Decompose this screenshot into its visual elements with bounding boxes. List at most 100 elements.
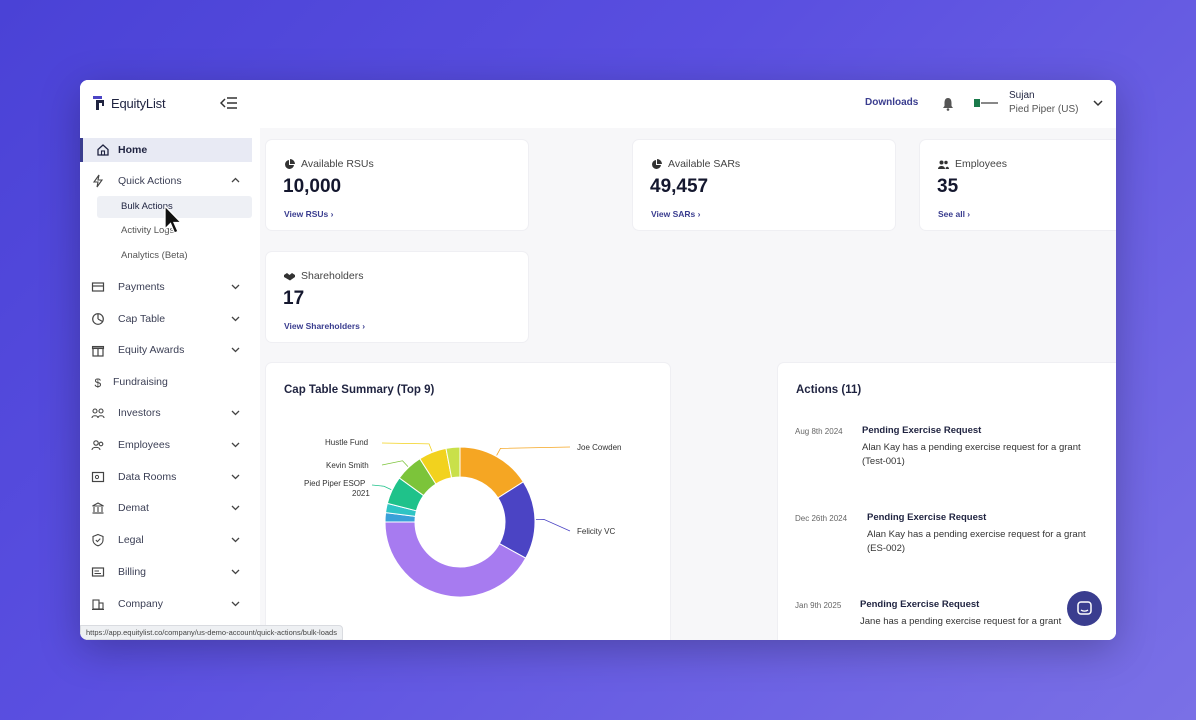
sidebar-item-fundraising[interactable]: $ Fundraising: [80, 370, 252, 394]
cap-table-donut-chart: [371, 442, 571, 598]
donut-slice[interactable]: [384, 521, 527, 598]
payments-icon: [91, 282, 105, 292]
app-window: EquityList Downloads Sujan Pied Piper (U…: [80, 80, 1116, 640]
cap-table-summary-card: Cap Table Summary (Top 9) Hustle Fund Ke…: [266, 363, 670, 640]
pie-label-hustle-fund: Hustle Fund: [325, 438, 369, 447]
pie-label-felicity-vc: Felicity VC: [577, 527, 616, 536]
equitylist-logo-icon: [93, 96, 104, 110]
sidebar-subitem-label: Bulk Actions: [121, 201, 173, 212]
view-shareholders-link[interactable]: View Shareholders ›: [284, 321, 366, 331]
sidebar-item-company[interactable]: Company: [80, 592, 252, 616]
bank-icon: [92, 502, 104, 514]
pie-label-pied-piper-esop-year: 2021: [352, 489, 370, 498]
chevron-down-icon: [231, 537, 240, 543]
donut-leader-line: [371, 484, 392, 491]
bell-icon[interactable]: [942, 97, 954, 111]
user-company: Pied Piper (US): [1009, 104, 1079, 115]
sidebar-item-label: Equity Awards: [118, 344, 185, 356]
sidebar-item-label: Cap Table: [118, 313, 166, 325]
mouse-cursor-icon: [164, 205, 183, 234]
action-description: Jane has a pending exercise request for …: [860, 616, 1062, 627]
sidebar-item-payments[interactable]: Payments: [80, 275, 252, 299]
stat-value: 49,457: [650, 176, 709, 197]
app-name: EquityList: [111, 95, 166, 111]
chevron-down-icon: [231, 569, 240, 575]
sidebar-subitem-label: Analytics (Beta): [121, 250, 188, 261]
main-content: Available RSUs 10,000 View RSUs › Availa…: [260, 128, 1116, 640]
sidebar-item-label: Billing: [118, 566, 147, 578]
chevron-down-icon: [231, 284, 240, 290]
chevron-up-icon: [231, 177, 240, 183]
sidebar-item-cap-table[interactable]: Cap Table: [80, 307, 252, 331]
sidebar-item-label: Company: [118, 598, 163, 610]
action-title: Pending Exercise Request: [867, 512, 987, 523]
shield-icon: [92, 533, 104, 547]
stat-card-shareholders: Shareholders 17 View Shareholders ›: [266, 252, 528, 342]
billing-icon: [91, 567, 105, 577]
pie-label-kevin-smith: Kevin Smith: [326, 461, 369, 470]
sidebar-subitem-label: Activity Logs: [121, 225, 175, 236]
user-menu[interactable]: Sujan Pied Piper (US): [1009, 90, 1078, 115]
pie-icon: [92, 313, 104, 325]
donut-leader-line: [381, 442, 433, 452]
sidebar-subitem-bulk-actions[interactable]: Bulk Actions: [97, 196, 252, 218]
chevron-down-icon: [231, 316, 240, 322]
see-all-employees-link[interactable]: See all ›: [938, 209, 971, 219]
action-description: Alan Kay has a pending exercise request …: [862, 442, 1081, 467]
sidebar-item-demat[interactable]: Demat: [80, 496, 252, 520]
view-sars-link[interactable]: View SARs ›: [651, 209, 701, 219]
stat-title: Available RSUs: [301, 158, 374, 170]
stat-card-sars: Available SARs 49,457 View SARs ›: [633, 140, 895, 230]
action-description: Alan Kay has a pending exercise request …: [867, 529, 1086, 554]
action-date: Aug 8th 2024: [795, 427, 843, 436]
sidebar-item-home[interactable]: Home: [80, 138, 252, 162]
status-bar-url: https://app.equitylist.co/company/us-dem…: [80, 625, 343, 640]
users-icon: [938, 160, 949, 169]
user-name: Sujan: [1009, 90, 1035, 101]
sidebar-item-investors[interactable]: Investors: [80, 401, 252, 425]
sidebar-item-data-rooms[interactable]: Data Rooms: [80, 465, 252, 489]
actions-card: Actions (11) Aug 8th 2024 Pending Exerci…: [778, 363, 1116, 640]
chevron-down-icon: [231, 347, 240, 353]
sidebar-item-label: Employees: [118, 439, 170, 451]
pie-chart-icon: [285, 158, 295, 169]
action-date: Jan 9th 2025: [795, 601, 842, 610]
employees-icon: [91, 440, 104, 451]
sidebar-item-equity-awards[interactable]: Equity Awards: [80, 338, 252, 362]
dollar-icon: $: [95, 376, 102, 389]
sidebar-item-billing[interactable]: Billing: [80, 560, 252, 584]
handshake-icon: [284, 272, 295, 280]
actions-title: Actions (11): [796, 384, 862, 396]
stat-value: 35: [937, 176, 959, 197]
investors-icon: [91, 408, 105, 419]
sidebar-item-label: Demat: [118, 502, 149, 514]
view-rsus-link[interactable]: View RSUs ›: [284, 209, 334, 219]
chevron-down-icon: [231, 505, 240, 511]
sidebar-item-label: Payments: [118, 281, 165, 293]
sidebar-item-label: Fundraising: [113, 376, 168, 388]
chat-icon: [1077, 601, 1092, 615]
pie-label-pied-piper-esop: Pied Piper ESOP: [304, 479, 366, 488]
sidebar-subitem-analytics[interactable]: Analytics (Beta): [97, 245, 252, 267]
building-icon: [92, 599, 104, 611]
action-date: Dec 26th 2024: [795, 514, 848, 523]
downloads-link[interactable]: Downloads: [865, 97, 919, 108]
sidebar-item-quick-actions[interactable]: Quick Actions: [80, 169, 252, 193]
chevron-down-icon[interactable]: [1093, 99, 1103, 107]
sidebar-item-legal[interactable]: Legal: [80, 528, 252, 552]
stat-title: Employees: [955, 158, 1007, 170]
app-logo[interactable]: EquityList: [92, 95, 166, 111]
stat-title: Shareholders: [301, 270, 364, 282]
sidebar-item-employees[interactable]: Employees: [80, 433, 252, 457]
donut-leader-line: [535, 518, 571, 532]
donut-slice[interactable]: [445, 446, 461, 479]
stat-title: Available SARs: [668, 158, 741, 170]
action-title: Pending Exercise Request: [860, 599, 980, 610]
action-title: Pending Exercise Request: [862, 425, 982, 436]
chat-launcher-button[interactable]: [1067, 591, 1102, 626]
gift-icon: [91, 345, 105, 357]
chevron-down-icon: [231, 410, 240, 416]
sidebar-subitem-activity-logs[interactable]: Activity Logs: [97, 220, 252, 242]
collapse-sidebar-icon[interactable]: [220, 95, 238, 111]
sidebar-item-label: Investors: [118, 407, 161, 419]
